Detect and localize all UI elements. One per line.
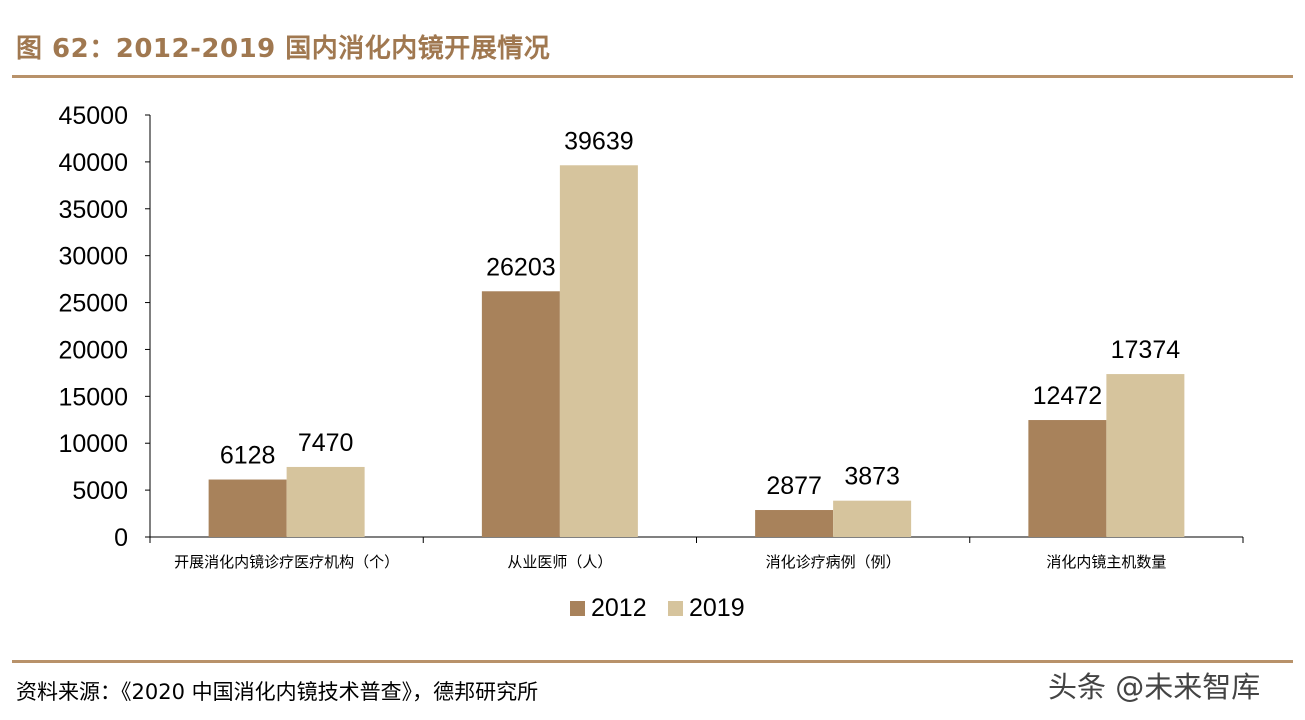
data-label: 2877	[766, 472, 822, 500]
bar-2012	[208, 479, 287, 537]
y-tick-label: 40000	[58, 149, 128, 177]
bar-chart: 0 5000 10000 15000 20000 25000 30000 35000 40000…	[58, 102, 1244, 622]
title-divider	[12, 75, 1293, 78]
data-label: 6128	[220, 442, 276, 470]
bar-2019	[833, 500, 912, 537]
chart-axes: 0 5000 10000 15000 20000 25000 30000 35000 40000…	[58, 102, 1244, 571]
chart-title: 图 62：2012-2019 国内消化内镜开展情况	[16, 34, 551, 64]
data-label: 26203	[486, 253, 556, 281]
x-tick-label: 从业医师（人）	[507, 553, 612, 571]
bar-2012	[755, 510, 834, 537]
y-tick-label: 30000	[58, 243, 128, 271]
y-tick-label: 25000	[58, 290, 128, 318]
y-tick-label: 45000	[58, 102, 128, 130]
footer-divider	[12, 660, 1293, 663]
chart-legend: 2012 2019	[570, 594, 745, 622]
y-tick-label: 5000	[72, 477, 128, 505]
y-tick-label: 35000	[58, 196, 128, 224]
watermark: 头条 @未来智库	[1048, 670, 1261, 704]
chart-data-labels: 6128 7470 26203 39639 2877 3873 12472 17374	[220, 127, 1180, 500]
chart-bars	[208, 165, 1185, 537]
bar-2012	[481, 291, 560, 537]
data-label: 39639	[564, 127, 634, 155]
data-label: 17374	[1111, 336, 1181, 364]
source-note: 资料来源：《2020 中国消化内镜技术普查》，德邦研究所	[16, 680, 539, 704]
y-tick-label: 0	[114, 524, 128, 552]
data-label: 12472	[1033, 382, 1103, 410]
y-tick-label: 15000	[58, 383, 128, 411]
x-tick-label: 开展消化内镜诊疗医疗机构（个）	[174, 553, 399, 571]
legend-swatch-2012	[570, 601, 585, 616]
bar-2019	[1106, 374, 1185, 537]
y-tick-label: 10000	[58, 430, 128, 458]
data-label: 3873	[844, 463, 900, 491]
bar-2019	[286, 466, 365, 537]
bar-2012	[1028, 420, 1107, 537]
legend-label: 2012	[591, 594, 647, 622]
legend-label: 2019	[689, 594, 745, 622]
x-tick-label: 消化诊疗病例（例）	[766, 553, 901, 571]
bar-2019	[559, 165, 638, 537]
legend-swatch-2019	[668, 601, 683, 616]
x-tick-label: 消化内镜主机数量	[1046, 553, 1166, 571]
y-tick-label: 20000	[58, 336, 128, 364]
data-label: 7470	[298, 429, 354, 457]
